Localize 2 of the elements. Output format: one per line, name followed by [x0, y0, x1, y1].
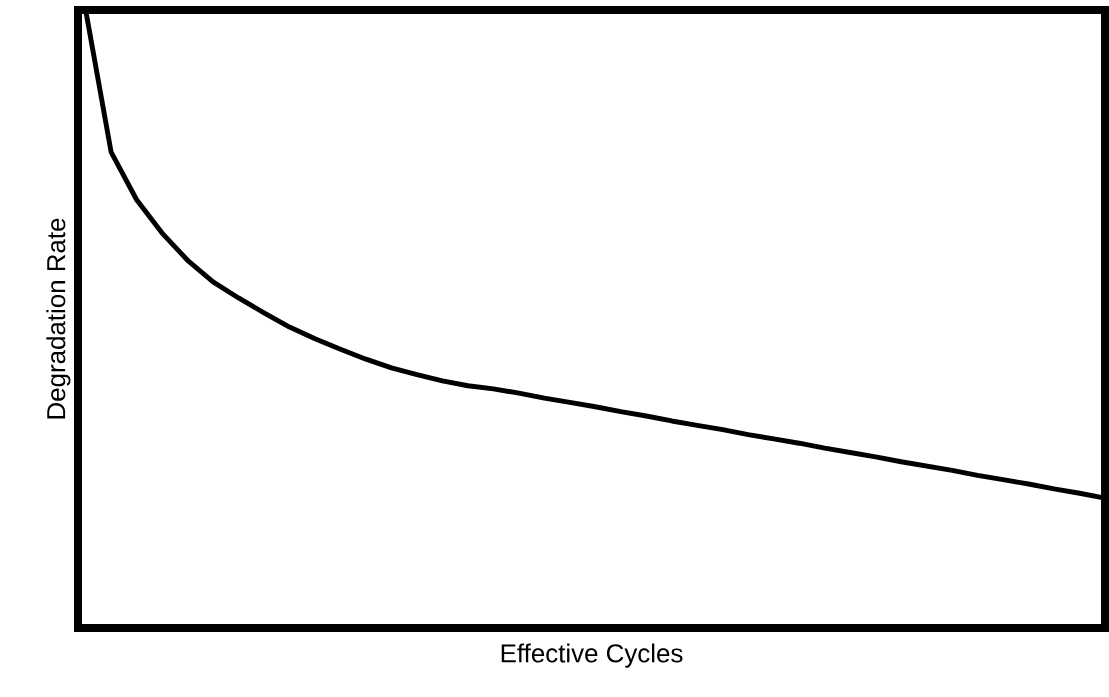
y-axis-title: Degradation Rate	[46, 218, 71, 419]
x-axis-title: Effective Cycles	[501, 643, 683, 668]
